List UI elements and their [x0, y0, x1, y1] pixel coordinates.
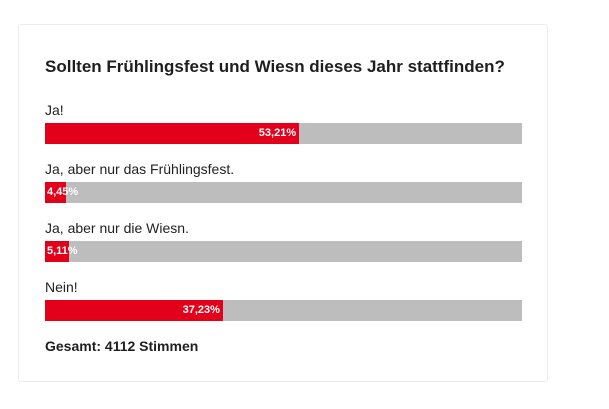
- poll-option-label: Nein!: [45, 279, 78, 295]
- poll-option-nein: Nein! 37,23%: [45, 278, 522, 321]
- poll-title: Sollten Frühlingsfest und Wiesn dieses J…: [45, 57, 505, 76]
- poll-option-label: Ja!: [45, 102, 64, 118]
- poll-option-label: Ja, aber nur die Wiesn.: [45, 220, 189, 236]
- poll-bar-value-label: 37,23%: [182, 304, 220, 316]
- poll-option-wiesn: Ja, aber nur die Wiesn. 5,11%: [45, 219, 522, 262]
- poll-bar-fill: [45, 123, 299, 144]
- poll-bar-track: 37,23%: [45, 300, 522, 321]
- poll-bar-track: 4,45%: [45, 182, 522, 203]
- poll-card: Sollten Frühlingsfest und Wiesn dieses J…: [18, 24, 548, 382]
- poll-total-votes: Gesamt: 4112 Stimmen: [45, 338, 199, 354]
- poll-bar-fill: [45, 241, 70, 262]
- poll-bar-fill: [45, 182, 67, 203]
- poll-bar-value-label: 5,11%: [47, 245, 78, 257]
- poll-option-label: Ja, aber nur das Frühlingsfest.: [45, 161, 235, 177]
- poll-option-fruehlingsfest: Ja, aber nur das Frühlingsfest. 4,45%: [45, 160, 522, 203]
- poll-bar-track: 53,21%: [45, 123, 522, 144]
- poll-option-ja: Ja! 53,21%: [45, 101, 522, 144]
- poll-bar-value-label: 4,45%: [47, 186, 79, 198]
- poll-bar-track: 5,11%: [45, 241, 522, 262]
- poll-bar-fill: [45, 300, 223, 321]
- poll-bar-value-label: 53,21%: [258, 127, 297, 139]
